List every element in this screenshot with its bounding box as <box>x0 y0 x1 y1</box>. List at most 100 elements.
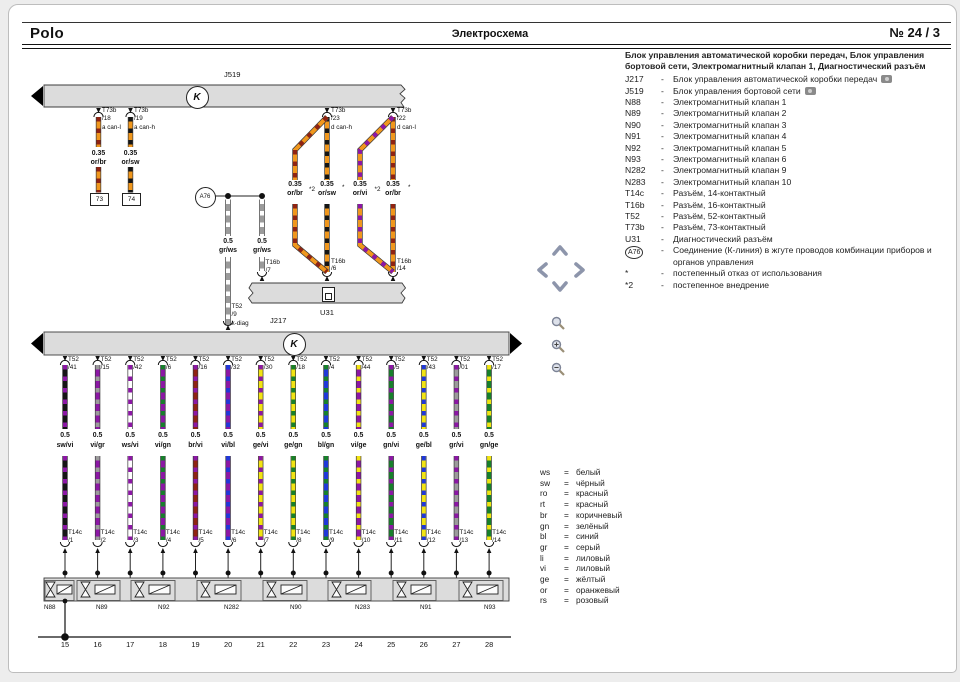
wire-gauge-label: 0.5 <box>92 432 103 439</box>
track-number: 23 <box>321 639 331 649</box>
magnifier-minus-icon[interactable] <box>551 362 566 377</box>
legend-dash: - <box>661 176 664 187</box>
equals-sign: = <box>564 563 569 574</box>
k-line-wires <box>213 193 268 330</box>
signal-label: a can-l <box>102 123 121 131</box>
legend-description: Соединение (К-линия) в жгуте проводов ко… <box>673 245 932 267</box>
color-code: bl <box>540 531 547 542</box>
magnifier-plus-icon[interactable] <box>551 339 566 354</box>
camera-icon[interactable] <box>881 75 893 84</box>
color-name: чёрный <box>576 477 605 488</box>
legend-item: N91 - Электромагнитный клапан 4 <box>625 131 953 142</box>
pin-label: /4 <box>329 363 335 371</box>
legend-item: N88 - Электромагнитный клапан 1 <box>625 97 953 108</box>
legend-key: U31 <box>625 233 641 244</box>
chevron-down-icon[interactable] <box>551 279 569 293</box>
pin-label: /18 <box>102 114 111 122</box>
valve-label: N93 <box>484 604 496 611</box>
track-number: 19 <box>191 639 200 649</box>
wire-gauge-label: 0.5 <box>484 432 494 439</box>
legend-dash: - <box>661 199 664 210</box>
color-name: белый <box>576 467 601 477</box>
wire-color-label: gr/ws <box>253 247 271 254</box>
wire-color-label: or/br <box>287 190 303 197</box>
color-code: li <box>540 552 544 563</box>
legend-key: N93 <box>625 154 641 165</box>
legend-key: * <box>625 268 629 279</box>
legend-key: N89 <box>625 108 641 119</box>
connector-label: T14c <box>231 529 246 536</box>
legend-item: J519 - Блок управления бортовой сети <box>625 86 953 97</box>
wire-gauge-label: 0.5 <box>353 432 364 439</box>
wire-gauge-label: 0.35 <box>386 181 400 188</box>
connector-label: T52 <box>198 356 210 363</box>
equals-sign: = <box>564 509 569 520</box>
legend-item: T52 - Разъём, 52-контактный <box>625 211 953 222</box>
bus-label-j217: J217 <box>270 316 287 325</box>
connector-label: T52 <box>394 356 406 363</box>
a76-junction: A76 <box>194 186 216 208</box>
equals-sign: = <box>564 477 569 488</box>
color-legend-row: gn = зелёный <box>540 521 622 532</box>
product-title: Polo <box>30 25 65 42</box>
track-number: 26 <box>419 639 428 649</box>
pin-label: /01 <box>459 363 469 371</box>
track-number: 25 <box>387 639 396 649</box>
connector-label: T73b <box>331 107 346 114</box>
pin-label: /5 <box>394 363 400 371</box>
legend-description: Разъём, 52-контактный <box>673 211 766 222</box>
color-legend-row: rs = розовый <box>540 595 622 606</box>
color-legend-row: bl = синий <box>540 531 622 542</box>
wire-color-label: vi/ge <box>350 441 367 449</box>
legend-item: U31 - Диагностический разъём <box>625 234 953 245</box>
track-number: 15 <box>60 639 70 649</box>
connector-label: T14c <box>426 529 441 536</box>
wire-color-label: or/br <box>385 190 401 197</box>
legend-description: постепенное внедрение <box>673 279 770 290</box>
chevron-up-icon[interactable] <box>551 244 569 258</box>
wire-color-label: ws/vi <box>121 441 139 449</box>
legend-key: N92 <box>625 142 641 153</box>
chevron-right-icon[interactable] <box>572 261 590 278</box>
color-name: красный <box>576 499 609 510</box>
connector-label: T73b <box>102 107 117 114</box>
magnifier-icon[interactable] <box>551 316 566 331</box>
legend-dash: - <box>661 222 664 233</box>
color-code: or <box>540 584 548 595</box>
footnote-mark: * <box>342 184 345 191</box>
legend-description: Электромагнитный клапан 6 <box>673 154 787 165</box>
legend-key: N283 <box>625 176 646 187</box>
connector-label: T52 <box>296 356 308 363</box>
connector-label: T14c <box>100 529 115 536</box>
solenoid-valve-band <box>43 577 510 602</box>
pin-label: /17 <box>492 363 501 371</box>
camera-icon[interactable] <box>804 86 816 95</box>
wire-gauge-label: 0.35 <box>91 149 106 157</box>
color-legend-row: li = лиловый <box>540 553 622 564</box>
pin-label: /15 <box>100 363 110 371</box>
terminal-box: 73 <box>90 193 109 206</box>
wire-color-label: vi/bl <box>221 441 235 449</box>
track-number: 16 <box>93 639 102 649</box>
wire-color-label: ge/bl <box>415 441 432 449</box>
connector-label: T52 <box>165 356 177 363</box>
diagnostic-connector-icon <box>321 287 335 302</box>
legend-key: A76 <box>625 245 661 260</box>
chevron-left-icon[interactable] <box>536 261 554 278</box>
pin-label: /9 <box>329 536 335 544</box>
legend-item: A76- Соединение (К-линия) в жгуте проводо… <box>625 245 953 268</box>
connector-label: T14c <box>296 529 311 536</box>
pin-label: /12 <box>426 536 436 544</box>
pin-label: /44 <box>361 363 371 371</box>
color-code: ws <box>540 467 551 477</box>
equals-sign: = <box>564 552 569 563</box>
connector-label: T14c <box>329 529 343 536</box>
connector-label: T14c <box>394 529 409 536</box>
color-name: синий <box>576 531 599 542</box>
page-number: № 24 / 3 <box>889 25 940 40</box>
connector-label: T16b <box>331 257 346 265</box>
pin-label: /19 <box>134 114 143 122</box>
valve-label: N91 <box>420 604 432 611</box>
